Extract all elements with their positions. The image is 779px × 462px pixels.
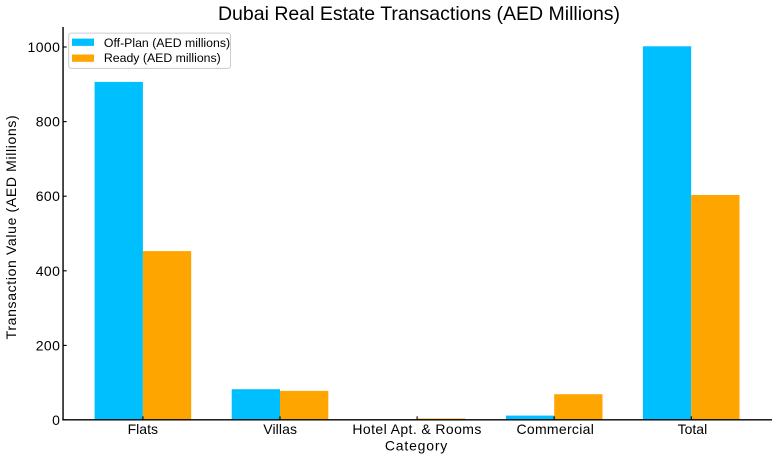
svg-text:Commercial: Commercial [516, 421, 594, 437]
svg-text:400: 400 [36, 263, 61, 279]
svg-text:1000: 1000 [28, 39, 61, 55]
svg-text:0: 0 [52, 412, 60, 428]
svg-text:Off-Plan (AED millions): Off-Plan (AED millions) [104, 36, 230, 50]
svg-text:Category: Category [385, 437, 448, 453]
svg-text:600: 600 [36, 188, 61, 204]
svg-text:200: 200 [36, 337, 61, 353]
svg-text:Ready (AED millions): Ready (AED millions) [104, 51, 221, 65]
svg-text:Hotel Apt. & Rooms: Hotel Apt. & Rooms [352, 421, 481, 437]
svg-text:Dubai Real Estate Transactions: Dubai Real Estate Transactions (AED Mill… [218, 3, 620, 25]
svg-text:Villas: Villas [263, 421, 297, 437]
svg-text:Flats: Flats [128, 421, 158, 437]
svg-text:800: 800 [36, 114, 61, 130]
svg-text:Transaction Value (AED Million: Transaction Value (AED Millions) [3, 115, 19, 340]
svg-text:Total: Total [678, 421, 708, 437]
